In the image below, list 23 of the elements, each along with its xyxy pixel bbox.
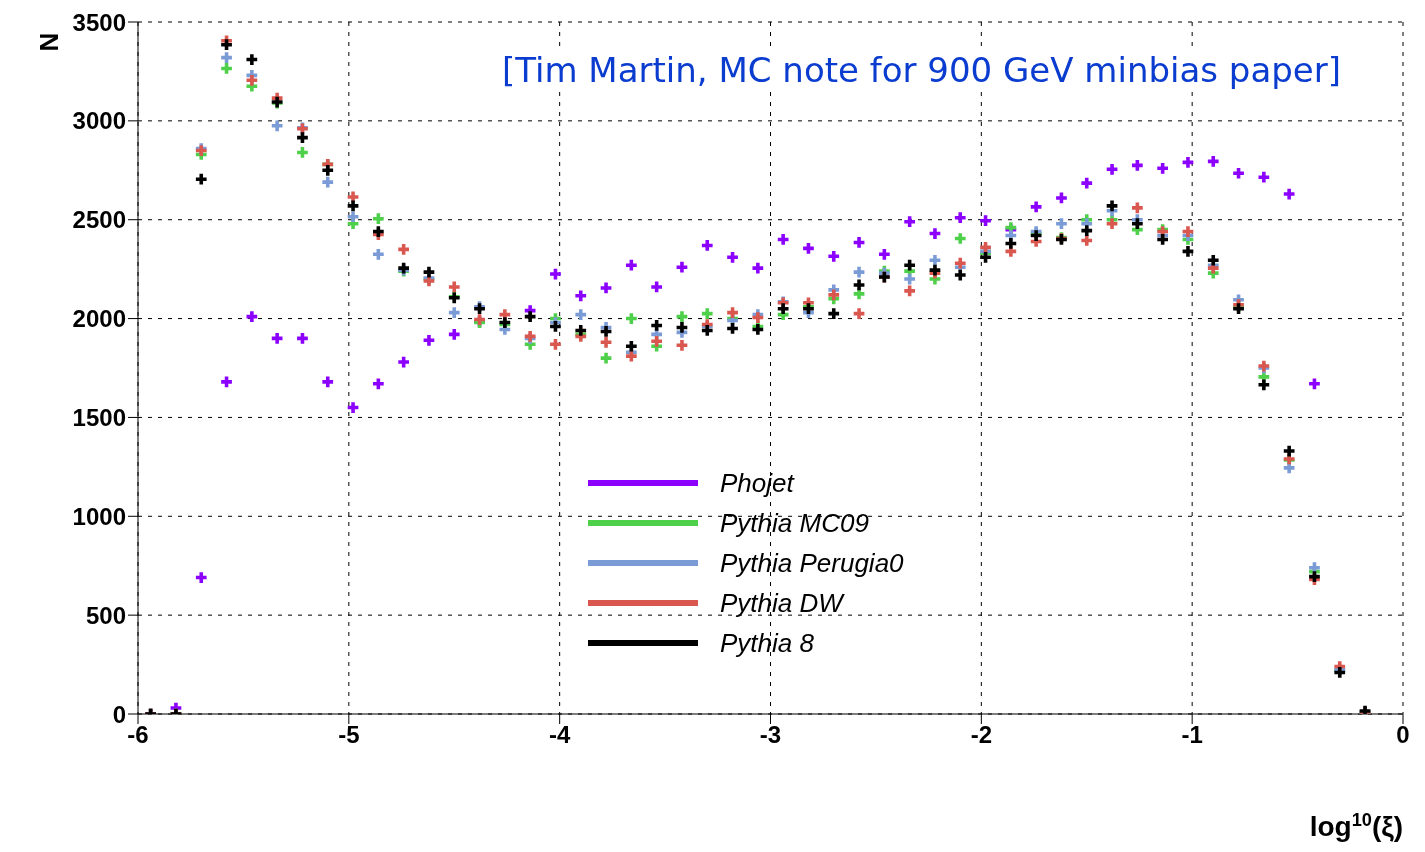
legend-label: Phojet	[720, 467, 794, 499]
x-tick-label: 0	[1396, 721, 1410, 749]
legend-label: Pythia Perugia0	[720, 547, 904, 579]
x-tick-label: -5	[338, 721, 360, 749]
legend-label: Pythia 8	[720, 627, 814, 659]
x-tick-label: -1	[1181, 721, 1203, 749]
y-tick-label: 3000	[72, 107, 126, 135]
legend-label: Pythia MC09	[720, 507, 869, 539]
y-tick-label: 3500	[72, 8, 126, 36]
x-tick-label: -4	[548, 721, 571, 749]
annotation: [Tim Martin, MC note for 900 GeV minbias paper]	[496, 48, 1347, 92]
x-axis-title: log$^{10}$(ξ)	[1309, 810, 1403, 842]
y-tick-label: 1500	[72, 403, 126, 431]
y-axis-title: N	[34, 32, 64, 52]
x-tick-label: -6	[127, 721, 149, 749]
y-tick-label: 500	[85, 601, 126, 629]
x-tick-label: -3	[759, 721, 782, 749]
y-tick-label: 1000	[72, 502, 126, 530]
y-tick-label: 0	[112, 700, 126, 728]
y-tick-label: 2000	[72, 305, 126, 333]
legend-label: Pythia DW	[720, 587, 843, 619]
y-tick-label: 2500	[72, 206, 126, 234]
x-tick-label: -2	[970, 721, 993, 749]
